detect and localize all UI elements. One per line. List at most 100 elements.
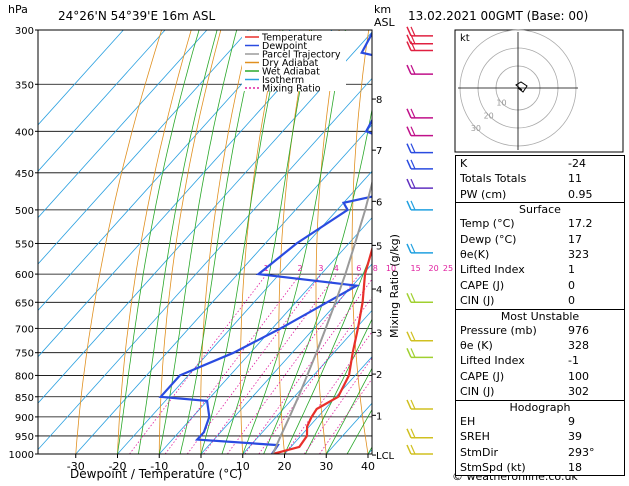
isotherm-line: [38, 30, 208, 219]
index-row: StmSpd (kt) 18: [456, 460, 624, 475]
wind-barb-flag: [406, 159, 412, 170]
index-value: 17.2: [568, 217, 593, 231]
index-value: 1: [568, 263, 575, 277]
wind-barb-flag: [406, 444, 412, 455]
hodograph-stats-table: EH 9 SREH 39 StmDir 293° StmSpd (kt) 18: [456, 414, 624, 476]
isotherm-line: [75, 124, 372, 454]
unstable-title: Most Unstable: [500, 309, 580, 323]
wet-adiabat-line: [263, 107, 372, 454]
index-row: Lifted Index 1: [456, 262, 624, 277]
legend-background: [242, 31, 346, 91]
index-label: K: [460, 157, 468, 170]
temperature-tick-label: 30: [319, 460, 333, 473]
wind-barb-flag: [410, 428, 416, 439]
legend-label: Temperature: [261, 33, 322, 44]
wind-barb-flag: [410, 41, 416, 51]
wind-barb-flag: [406, 126, 412, 136]
index-label: StmSpd (kt): [460, 460, 526, 474]
index-value: 0.95: [568, 187, 593, 201]
index-row: CIN (J) 302: [456, 384, 624, 399]
wind-barb-flag: [406, 243, 412, 254]
pressure-tick-label: 300: [15, 26, 34, 37]
km-unit-label: km: [374, 3, 391, 16]
index-label: Totals Totals: [460, 172, 527, 186]
wind-barb-flag: [410, 126, 416, 136]
mixing-ratio-label: 15: [411, 264, 421, 273]
pressure-tick-label: 400: [15, 127, 34, 138]
mixing-ratio-axis-title: Mixing Ratio (g/kg): [388, 234, 401, 338]
mixing-ratio-line: [129, 273, 268, 454]
pressure-tick-label: 800: [15, 371, 34, 382]
temperature-tick-label: -20: [109, 460, 127, 473]
temperature-tick-label: 0: [198, 460, 205, 473]
index-value: 11: [568, 172, 582, 186]
height-tick-label: 4: [376, 285, 382, 296]
isotherm-line: [38, 77, 372, 451]
legend-label: Dry Adiabat: [262, 58, 319, 69]
mixing-ratio-line: [244, 278, 372, 454]
height-tick-label: 8: [376, 95, 382, 106]
index-value: -24: [568, 157, 586, 170]
legend-label: Isotherm: [262, 75, 304, 86]
dry-adiabat-line: [200, 30, 251, 454]
isotherm-line: [38, 30, 124, 126]
pressure-tick-label: 950: [15, 432, 34, 443]
asl-unit-label: ASL: [374, 16, 396, 29]
pressure-tick-label: 650: [15, 298, 34, 309]
index-row: Pressure (mb) 976: [456, 323, 624, 338]
wind-barbs: [406, 26, 433, 455]
height-tick-label: 3: [376, 328, 382, 339]
isotherm-line: [284, 356, 372, 454]
legend-label: Mixing Ratio: [262, 84, 321, 95]
legend-label: Wet Adiabat: [262, 67, 320, 78]
wind-barb-flag: [410, 331, 416, 341]
dry-adiabat-line: [158, 30, 222, 454]
index-row: Temp (°C) 17.2: [456, 216, 624, 231]
pressure-tick-label: 1000: [9, 450, 34, 461]
wind-barb-flag: [406, 428, 412, 439]
wind-barb-flag: [406, 399, 412, 410]
pressure-tick-label: 450: [15, 169, 34, 180]
index-row: EH 9: [456, 414, 624, 429]
wind-barb-flag: [410, 243, 416, 254]
isotherm-line: [38, 31, 372, 404]
index-row: K -24: [456, 156, 624, 171]
temperature-tick-label: 40: [361, 460, 375, 473]
wind-barb-flag: [410, 293, 416, 303]
mixing-ratio-label: 10: [386, 264, 396, 273]
height-tick-label: 5: [376, 241, 382, 252]
isotherm-line: [38, 30, 291, 311]
dry-adiabat-line: [351, 30, 370, 454]
mixing-ratio-line: [164, 273, 301, 454]
temperature-tick-label: -10: [150, 460, 168, 473]
wind-barb-flag: [410, 108, 416, 119]
p-unit-label: hPa: [8, 3, 28, 16]
index-label: EH: [460, 414, 476, 428]
pressure-tick-label: 350: [15, 80, 34, 91]
wet-adiabat-line: [158, 30, 238, 454]
wet-adiabat-line: [221, 30, 312, 454]
index-label: CAPE (J): [460, 369, 505, 383]
index-row: CAPE (J) 0: [456, 278, 624, 293]
isotherm-line: [200, 263, 372, 454]
index-value: -1: [568, 354, 579, 368]
index-value: 18: [568, 460, 582, 474]
temperature-axis: -30 -20 -10 0 10 20 30 40: [67, 454, 375, 473]
wind-barb-flag: [410, 444, 416, 455]
hodograph-ring-label: 30: [471, 124, 481, 133]
location-title: 24°26'N 54°39'E 16m ASL: [58, 9, 215, 23]
wind-barb-flag: [406, 178, 412, 189]
hodograph-ring-label: 20: [484, 111, 494, 120]
index-row: CAPE (J) 100: [456, 369, 624, 384]
mixing-ratio-label: 8: [373, 264, 378, 273]
wind-barb-flag: [406, 292, 412, 303]
wind-barb-flag: [410, 200, 416, 211]
wind-barb-flag: [410, 348, 416, 358]
pressure-tick-label: 550: [15, 239, 34, 250]
index-row: SREH 39: [456, 429, 624, 444]
dry-adiabat-line: [315, 30, 340, 454]
wind-barb-flag: [406, 34, 412, 45]
hodograph-frame: [454, 29, 624, 153]
